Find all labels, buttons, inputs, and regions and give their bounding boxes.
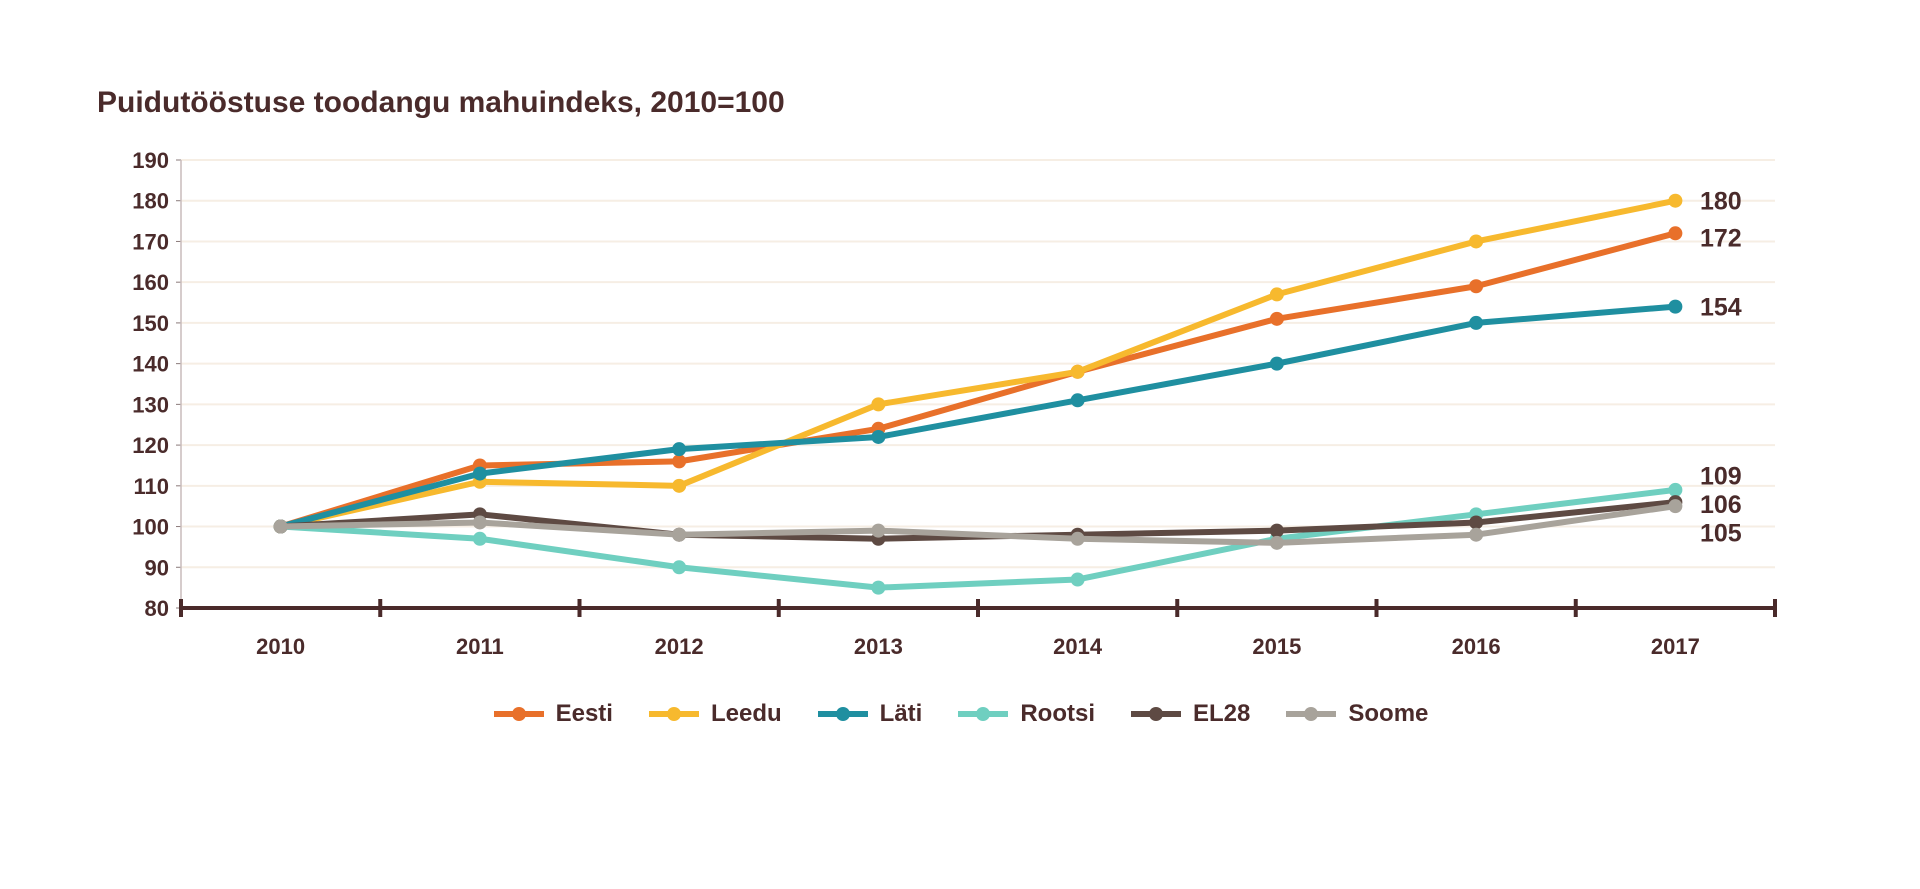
data-point-Eesti xyxy=(1469,279,1484,294)
end-label-Rootsi: 109 xyxy=(1700,463,1742,491)
x-tick-label: 2011 xyxy=(456,634,504,659)
legend-marker-icon xyxy=(493,707,544,721)
data-point-EL28 xyxy=(1469,515,1484,530)
line-chart: 80 90 100 110 120 130 140 150 160 170 180 190 2010 20… xyxy=(132,148,1777,659)
data-point-Soome xyxy=(672,527,687,542)
y-tick-label: 190 xyxy=(132,148,169,173)
data-point-EL28 xyxy=(1269,523,1284,538)
legend-marker-icon xyxy=(817,707,868,721)
end-label-Soome: 105 xyxy=(1700,520,1742,548)
legend-item: Läti xyxy=(816,700,923,728)
x-tick-label: 2012 xyxy=(655,634,704,659)
data-point-Soome xyxy=(1668,499,1683,514)
series-line-Läti xyxy=(279,303,1676,530)
y-tick-label: 80 xyxy=(145,596,169,621)
data-point-Soome xyxy=(1070,531,1085,546)
x-tick-label: 2016 xyxy=(1452,634,1501,659)
series-line-Eesti xyxy=(279,230,1677,530)
data-point-Soome xyxy=(1469,527,1484,542)
data-point-Leedu xyxy=(672,478,687,493)
data-point-Leedu xyxy=(1070,364,1085,379)
x-tick-label: 2010 xyxy=(256,634,305,659)
series-line-Leedu xyxy=(279,197,1676,530)
y-tick-label: 120 xyxy=(132,433,169,458)
data-point-Läti xyxy=(1070,393,1085,408)
y-tick-label: 140 xyxy=(132,352,169,377)
y-tick-label: 90 xyxy=(145,555,169,580)
y-tick-label: 180 xyxy=(132,189,169,214)
end-label-Leedu: 180 xyxy=(1700,188,1742,216)
end-label-Läti: 154 xyxy=(1700,294,1742,322)
legend: Eesti Leedu Läti Rootsi EL28 Soome xyxy=(0,700,1920,728)
data-point-Rootsi xyxy=(1070,572,1085,587)
data-point-Leedu xyxy=(1469,234,1484,249)
legend-marker-icon xyxy=(958,707,1009,721)
legend-item: Leedu xyxy=(647,700,782,728)
data-point-Läti xyxy=(1668,299,1683,314)
legend-label: EL28 xyxy=(1193,700,1251,727)
y-tick-label: 170 xyxy=(132,229,169,254)
x-tick-label: 2015 xyxy=(1252,634,1301,659)
data-point-Rootsi xyxy=(871,580,886,595)
data-point-Eesti xyxy=(1668,226,1683,241)
data-point-Soome xyxy=(273,519,288,534)
data-point-Läti xyxy=(672,442,687,457)
data-point-Leedu xyxy=(871,397,886,412)
data-point-Soome xyxy=(1269,535,1284,550)
legend-label: Soome xyxy=(1348,700,1429,727)
chart-title: Puidutööstuse toodangu mahuindeks, 2010=… xyxy=(97,86,785,119)
legend-label: Rootsi xyxy=(1020,700,1095,727)
data-point-Rootsi xyxy=(1668,482,1683,497)
end-label-Eesti: 172 xyxy=(1700,224,1742,252)
y-tick-label: 130 xyxy=(132,392,169,417)
data-point-Leedu xyxy=(1269,287,1284,302)
x-tick-label: 2014 xyxy=(1053,634,1103,659)
legend-item: EL28 xyxy=(1129,700,1250,728)
legend-marker-icon xyxy=(1131,707,1181,721)
data-point-Läti xyxy=(472,466,487,481)
y-tick-label: 100 xyxy=(132,515,169,540)
legend-label: Eesti xyxy=(555,700,613,727)
data-point-Läti xyxy=(1269,356,1284,371)
data-point-Eesti xyxy=(672,454,687,469)
legend-item: Eesti xyxy=(492,700,613,728)
data-point-Leedu xyxy=(1668,193,1683,208)
series-line-Rootsi xyxy=(280,486,1676,591)
legend-label: Läti xyxy=(879,700,923,727)
legend-label: Leedu xyxy=(710,700,782,727)
data-point-Rootsi xyxy=(472,531,487,546)
x-tick-label: 2017 xyxy=(1651,634,1700,659)
legend-marker-icon xyxy=(648,707,699,721)
data-point-Soome xyxy=(472,515,487,530)
legend-marker-icon xyxy=(1286,707,1337,721)
y-tick-label: 160 xyxy=(132,270,169,295)
data-point-Soome xyxy=(871,523,886,538)
data-point-Läti xyxy=(871,429,886,444)
y-tick-label: 150 xyxy=(132,311,169,336)
data-point-Rootsi xyxy=(672,560,687,575)
data-point-Eesti xyxy=(1269,311,1284,326)
data-point-Läti xyxy=(1469,315,1484,330)
end-label-EL28: 106 xyxy=(1700,491,1742,519)
legend-item: Soome xyxy=(1284,700,1428,728)
legend-item: Rootsi xyxy=(956,700,1095,728)
series-line-Soome xyxy=(280,503,1676,546)
y-tick-label: 110 xyxy=(134,474,170,499)
x-tick-label: 2013 xyxy=(854,634,903,659)
